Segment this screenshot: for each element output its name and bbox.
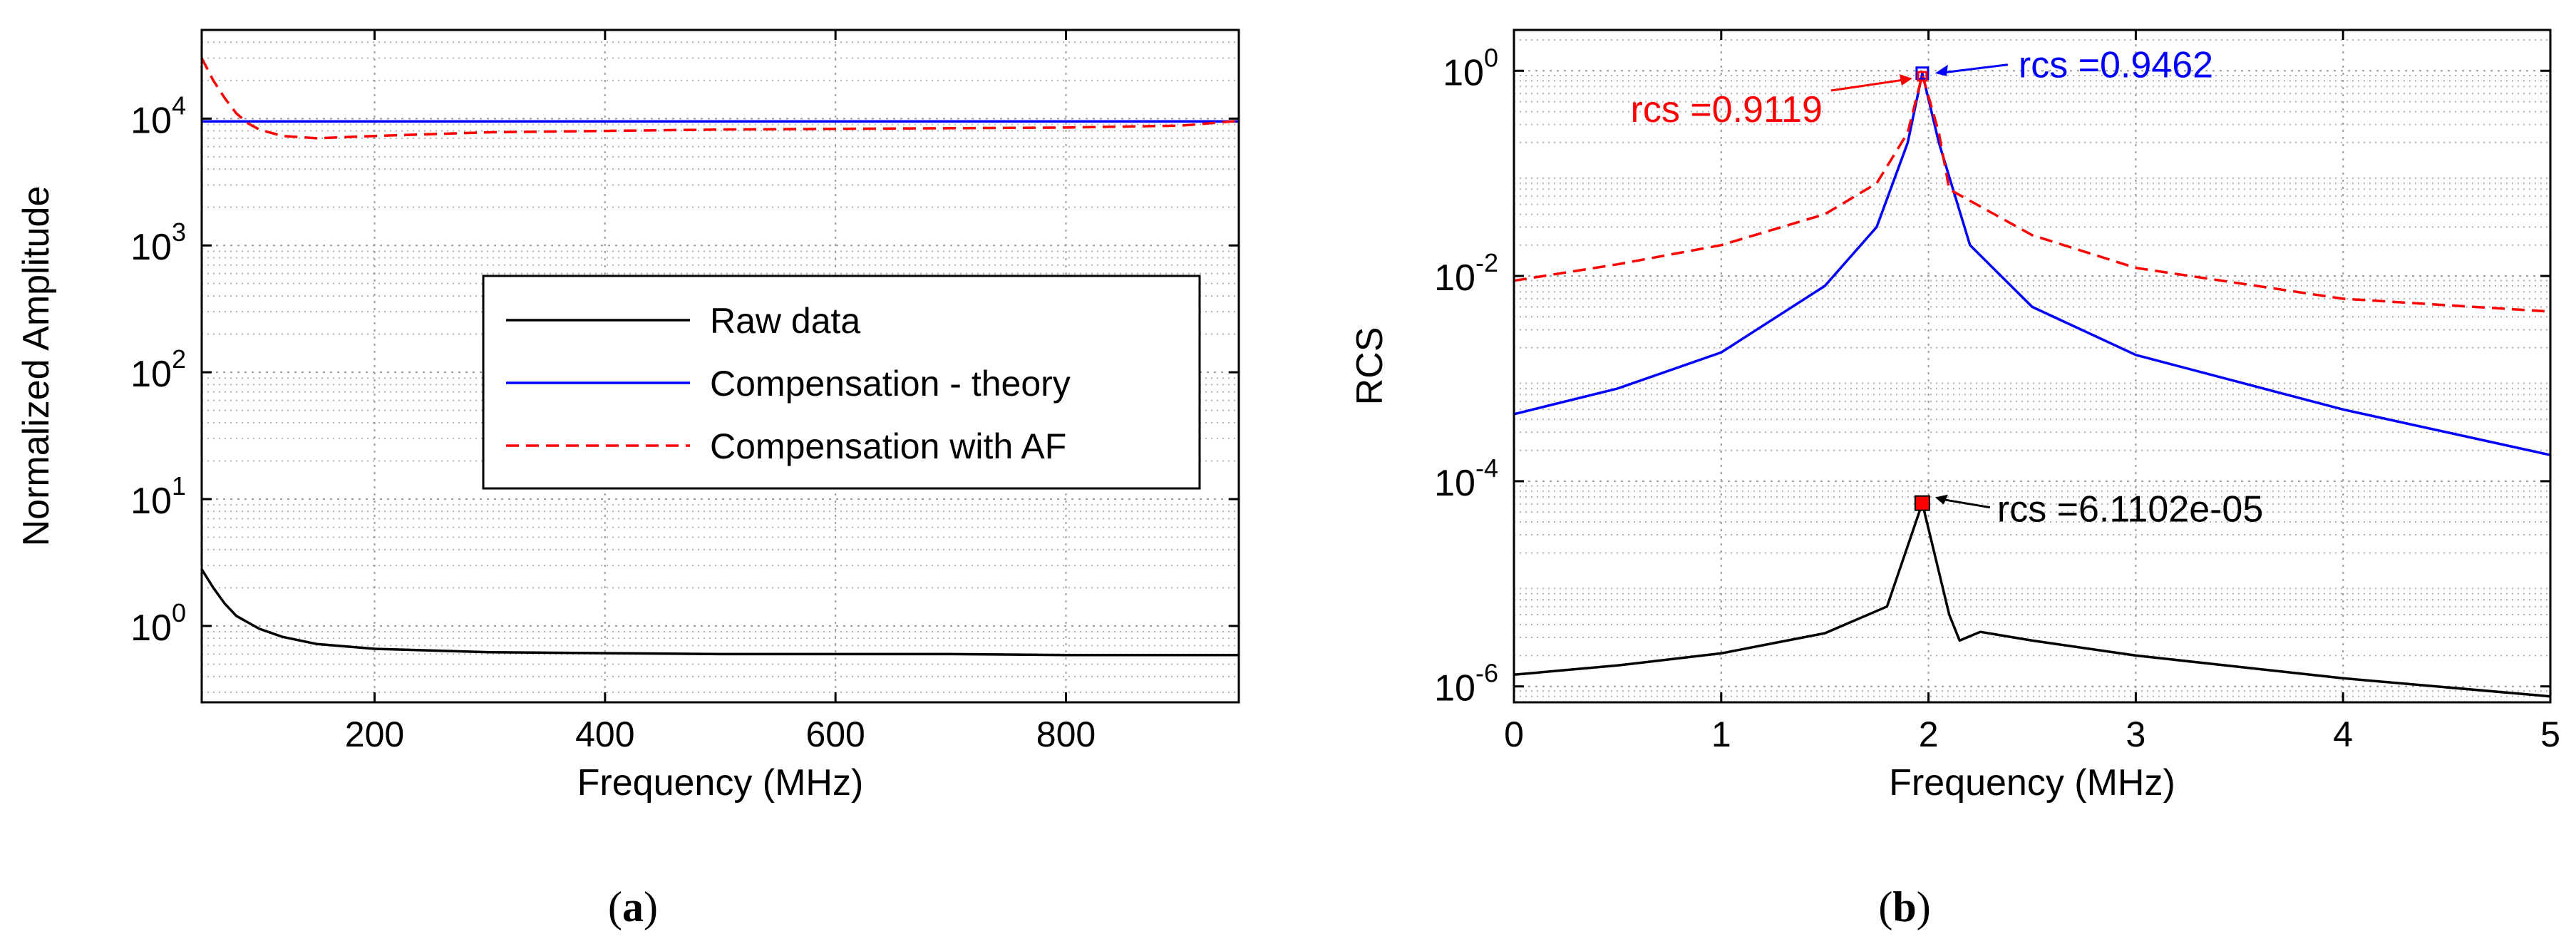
caption-part: ) (644, 883, 658, 930)
peak-marker-black (1914, 495, 1930, 511)
x-axis-label: Frequency (MHz) (577, 762, 864, 804)
annotation-arrow-blue (1937, 63, 2009, 75)
annotation-arrowhead-blue (1934, 64, 1948, 76)
y-tick-exponent: 1 (172, 471, 186, 501)
panel-caption-a: (a) (608, 883, 658, 930)
x-tick-label: 800 (1036, 714, 1096, 754)
y-tick-exponent: 4 (172, 91, 186, 120)
y-tick-exponent: 3 (172, 217, 186, 247)
plot-area (1514, 30, 2550, 702)
y-tick-exponent: -4 (1475, 453, 1498, 483)
y-tick-base: 10 (130, 481, 172, 522)
legend-label-2: Compensation with AF (710, 426, 1066, 466)
x-tick-label: 200 (345, 714, 404, 754)
annotation-arrowhead-red (1899, 74, 1912, 86)
axes-frame (200, 29, 1240, 704)
y-tick-label: 10-2 (1434, 248, 1498, 299)
x-tick-label: 400 (575, 714, 634, 754)
axes-frame (1513, 29, 2552, 704)
annotation-text-black: rcs =6.1102e-05 (1997, 489, 2263, 530)
series-line-2 (1513, 501, 2551, 698)
y-tick-label: 100 (130, 598, 186, 649)
legend-label-0: Raw data (710, 301, 860, 341)
major-grid (1514, 30, 2550, 702)
y-tick-label: 10-4 (1434, 453, 1498, 504)
y-tick-exponent: 0 (172, 598, 186, 627)
y-axis-label: Normalized Amplitude (16, 186, 57, 547)
legend: Raw data Compensation - theory Compensatio… (482, 275, 1201, 490)
annotation-text-blue: rcs =0.9462 (2019, 45, 2213, 86)
annotation-arrow-red (1830, 78, 1909, 92)
peak-marker-red (1917, 71, 1928, 82)
y-tick-label: 102 (130, 344, 186, 395)
series-line-1 (1513, 73, 2551, 313)
x-tick-label: 1 (1711, 714, 1731, 754)
series-line-0 (200, 568, 1239, 657)
annotation-arrow-black (1939, 498, 1991, 509)
x-tick-label: 600 (805, 714, 865, 754)
x-tick-label: 2 (1919, 714, 1939, 754)
y-tick-exponent: -2 (1475, 248, 1498, 277)
x-axis: 200 400 600 800 Frequency (MHz) (345, 30, 1096, 804)
peak-marker-blue (1915, 66, 1930, 81)
y-tick-label: 101 (130, 471, 186, 522)
x-axis: 0 1 2 3 4 5 Frequency (MHz) (1504, 30, 2560, 804)
series-group (200, 57, 1240, 657)
y-tick-label: 103 (130, 217, 186, 268)
annotations: rcs =0.9462 rcs =0.9119 rcs =6.1102e-05 (1631, 45, 2264, 530)
x-tick-label: 4 (2333, 714, 2353, 754)
y-tick-base: 10 (130, 227, 172, 268)
caption-part: ) (1917, 883, 1931, 930)
y-tick-label: 104 (130, 91, 186, 141)
y-tick-base: 10 (1434, 463, 1475, 504)
x-tick-label: 3 (2126, 714, 2145, 754)
caption-part: ( (608, 883, 622, 930)
y-axis-label: RCS (1349, 327, 1391, 406)
panel-captions: (a) (b) (608, 883, 1931, 930)
legend-label-1: Compensation - theory (710, 364, 1071, 404)
series-line-0 (1513, 71, 2551, 456)
annotation-arrowhead-black (1934, 494, 1948, 505)
panel-caption-b: (b) (1878, 883, 1930, 930)
x-tick-label: 0 (1504, 714, 1524, 754)
y-tick-label: 100 (1443, 43, 1498, 93)
y-tick-base: 10 (1443, 52, 1484, 93)
y-tick-base: 10 (130, 354, 172, 395)
y-tick-exponent: 2 (172, 344, 186, 374)
caption-part: a (622, 883, 644, 930)
x-tick-label: 5 (2540, 714, 2560, 754)
y-tick-exponent: 0 (1484, 43, 1498, 72)
y-tick-base: 10 (130, 100, 172, 141)
annotation-text-red: rcs =0.9119 (1631, 89, 1823, 130)
x-axis-label: Frequency (MHz) (1889, 762, 2175, 804)
caption-part: ( (1878, 883, 1892, 930)
y-tick-base: 10 (130, 607, 172, 649)
y-tick-label: 10-6 (1434, 659, 1498, 709)
caption-part: b (1892, 883, 1916, 930)
y-tick-base: 10 (1434, 257, 1475, 299)
series-line-2 (200, 57, 1240, 140)
y-tick-exponent: -6 (1475, 659, 1498, 688)
series-group (1513, 71, 2551, 698)
y-tick-base: 10 (1434, 668, 1475, 709)
